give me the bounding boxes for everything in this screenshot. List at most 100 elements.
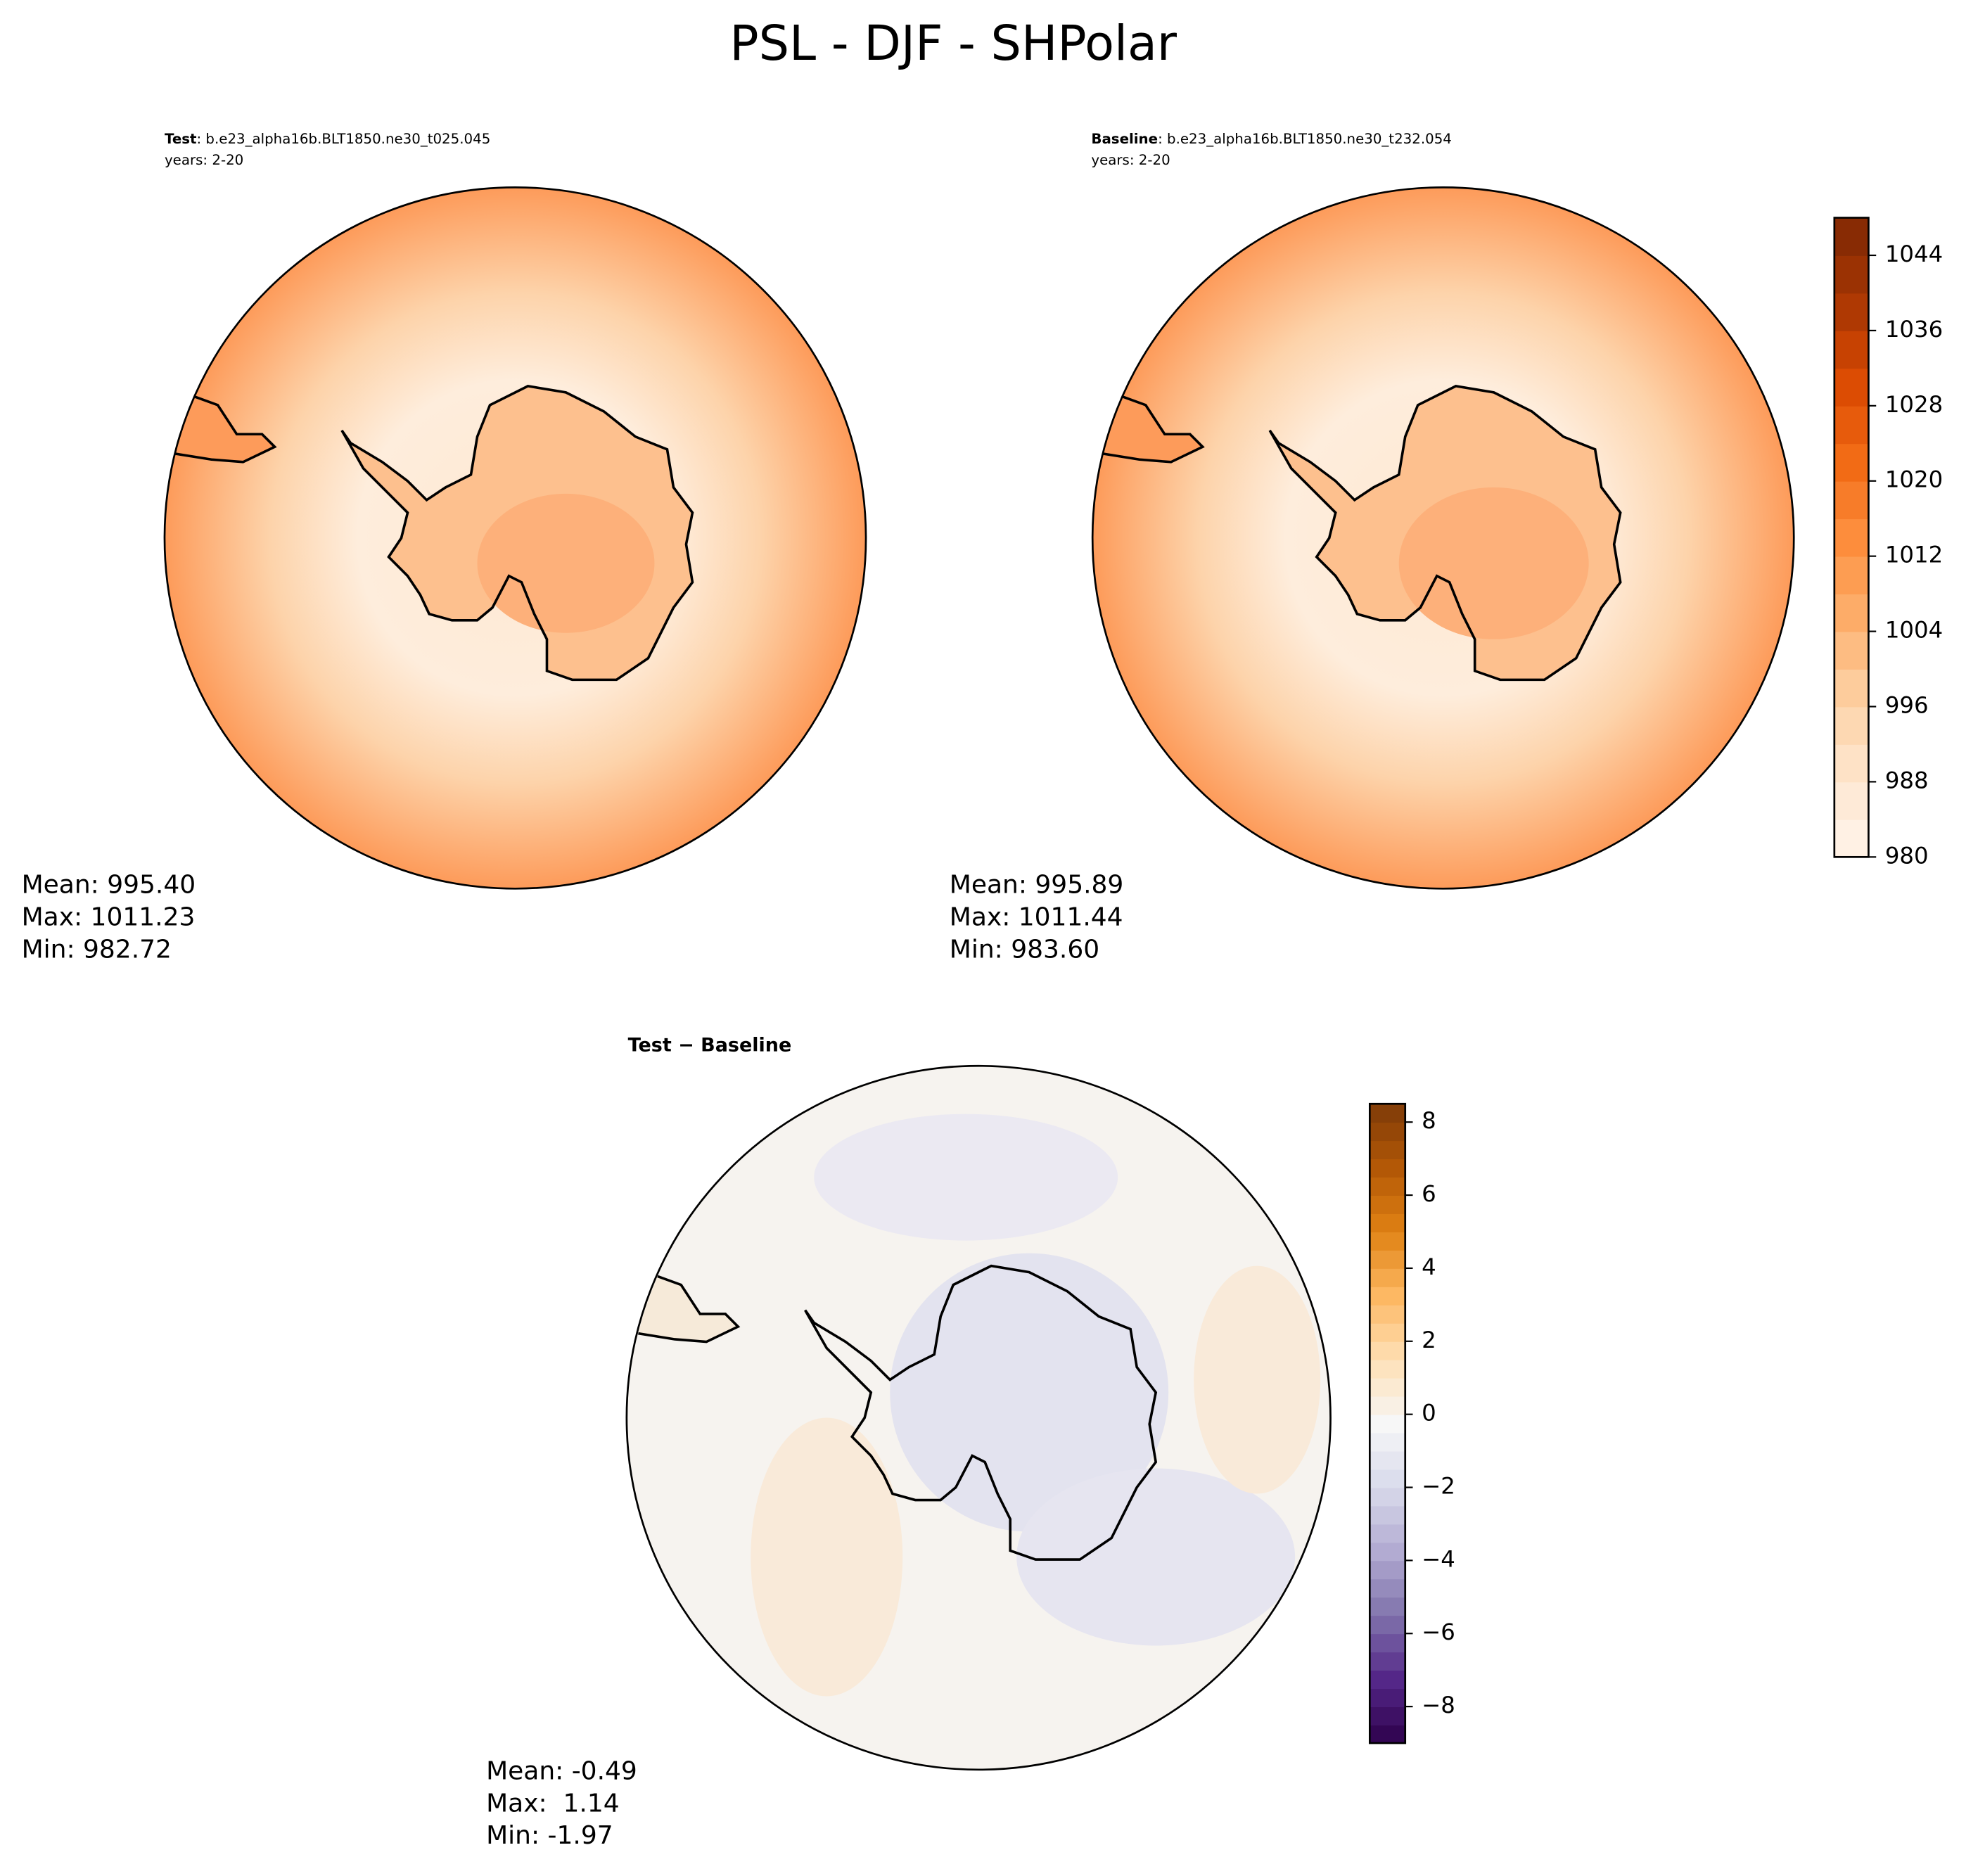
map-border [1091,186,1795,890]
colorbar-frame [1833,217,1870,858]
colorbar-band [1370,1597,1405,1616]
colorbar-band [1834,255,1869,294]
colorbar-band [1834,669,1869,708]
colorbar-tick-label: −6 [1422,1619,1455,1645]
colorbar-band [1370,1377,1405,1397]
stat: Mean: -0.49 [486,1756,637,1785]
panel-subtitle: years: 2-20 [1091,152,1170,168]
colorbar-band [1370,1396,1405,1415]
colorbar-band [1370,1524,1405,1543]
colorbar-band [1834,556,1869,595]
colorbar-band [1370,1286,1405,1306]
baseline-map [1091,186,1795,890]
colorbar-band [1370,1359,1405,1379]
colorbar-tick-label: 6 [1422,1180,1436,1207]
colorbar-band [1834,781,1869,820]
colorbar-band [1370,1104,1405,1123]
stat: Min: 982.72 [22,935,172,964]
colorbar-tick-label: 1004 [1885,617,1943,644]
colorbar-tick-label: 1012 [1885,542,1943,568]
colorbar-tick-label: 1036 [1885,316,1943,343]
colorbar-tick-label: 4 [1422,1253,1436,1280]
colorbar-band [1834,293,1869,331]
colorbar-band [1834,405,1869,445]
colorbar-band [1370,1505,1405,1525]
colorbar-band [1834,368,1869,407]
panel-title: Test − Baseline [628,1034,792,1056]
colorbar-band [1370,1322,1405,1342]
map-border [163,186,867,890]
colorbar-tick-label: −8 [1422,1692,1455,1718]
panel-title-bold: Test [165,130,197,146]
stat: Max: 1011.23 [22,903,196,932]
colorbar-band [1370,1232,1405,1251]
colorbar-band [1370,1249,1405,1269]
colorbar-band [1370,1414,1405,1434]
colorbar-band [1370,1469,1405,1488]
colorbar-band [1834,631,1869,670]
colorbar-band [1370,1706,1405,1725]
colorbar-band [1370,1213,1405,1232]
colorbar-tick-label: 8 [1422,1107,1436,1134]
colorbar-band [1370,1432,1405,1452]
colorbar-tick-label: −4 [1422,1545,1455,1572]
colorbar-band [1834,443,1869,482]
colorbar-tick-label: 1028 [1885,391,1943,418]
colorbar-band [1834,706,1869,745]
colorbar-band [1370,1177,1405,1196]
colorbar-band [1370,1633,1405,1653]
colorbar-tick-label: 988 [1885,767,1929,793]
colorbar-tick-label: 1044 [1885,241,1943,267]
colorbar-band [1370,1195,1405,1214]
colorbar-tick-label: 2 [1422,1327,1436,1353]
colorbar-band [1834,594,1869,632]
colorbar-band [1370,1159,1405,1178]
colorbar-band [1834,819,1869,858]
colorbar-band [1370,1487,1405,1507]
panel-title-text: : b.e23_alpha16b.BLT1850.ne30_t232.054 [1158,130,1452,146]
colorbar-band [1370,1560,1405,1580]
colorbar-frame [1368,1102,1407,1744]
panel-subtitle: years: 2-20 [165,152,243,168]
colorbar-band [1370,1140,1405,1160]
colorbar-band [1370,1688,1405,1708]
stat: Max: 1011.44 [950,903,1123,932]
stat: Max: 1.14 [486,1789,620,1818]
diff-map [625,1064,1332,1771]
stat: Mean: 995.40 [22,871,196,900]
colorbar-band [1370,1542,1405,1562]
colorbar-tick-label: 980 [1885,842,1929,869]
colorbar-band [1370,1578,1405,1598]
colorbar-tick-label: 1020 [1885,466,1943,493]
colorbar-band [1370,1725,1405,1744]
figure-title: PSL - DJF - SHPolar [729,16,1177,72]
colorbar-band [1834,744,1869,783]
stat: Min: 983.60 [950,935,1099,964]
stat: Mean: 995.89 [950,871,1124,900]
colorbar-band [1370,1450,1405,1470]
colorbar-tick-label: 0 [1422,1400,1436,1427]
panel-title: Test: b.e23_alpha16b.BLT1850.ne30_t025.0… [165,130,490,146]
panel-title: Baseline: b.e23_alpha16b.BLT1850.ne30_t2… [1091,130,1451,146]
panel-title-text: Test − Baseline [628,1034,792,1056]
colorbar-band [1370,1615,1405,1635]
colorbar-band [1834,217,1869,256]
colorbar-band [1834,480,1869,520]
colorbar-band [1370,1268,1405,1287]
colorbar-band [1834,518,1869,557]
stat: Min: -1.97 [486,1821,613,1850]
map-border [625,1064,1332,1771]
colorbar-band [1370,1304,1405,1324]
colorbar-tick-label: −2 [1422,1473,1455,1500]
panel-title-bold: Baseline [1091,130,1158,146]
colorbar-band [1370,1341,1405,1360]
test-map [163,186,867,890]
colorbar-band [1834,330,1869,369]
colorbar-band [1370,1122,1405,1142]
colorbar-tick-label: 996 [1885,691,1929,718]
panel-title-text: : b.e23_alpha16b.BLT1850.ne30_t025.045 [196,130,490,146]
colorbar-band [1370,1670,1405,1690]
